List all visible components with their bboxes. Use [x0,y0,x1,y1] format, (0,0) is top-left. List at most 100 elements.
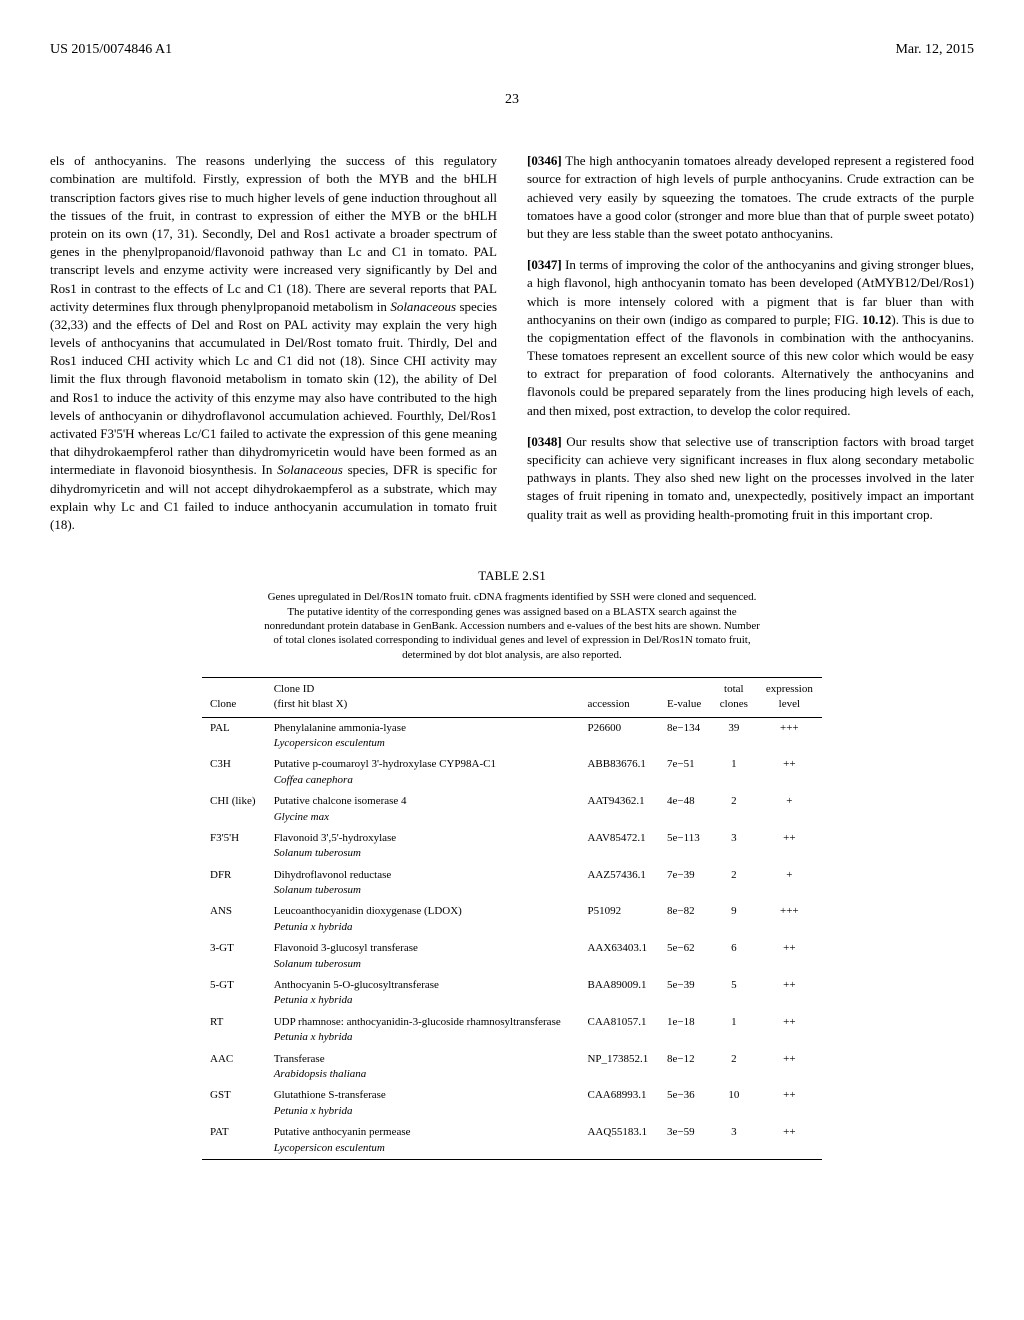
table-row: 5-GT Anthocyanin 5-O-glucosyltransferase… [202,975,822,1012]
col-expression: expressionlevel [757,677,822,717]
cell-clone: AAC [202,1049,266,1086]
cell-evalue: 1e−18 [659,1012,711,1049]
cell-total: 1 [711,754,757,791]
cell-expression: ++ [757,1122,822,1159]
col-clone: Clone [202,677,266,717]
cell-id: Anthocyanin 5-O-glucosyltransferasePetun… [266,975,580,1012]
column-right: [0346] The high anthocyanin tomatoes alr… [527,139,974,547]
table-row: AAC TransferaseArabidopsis thaliana NP_1… [202,1049,822,1086]
col-clone-id: Clone ID(first hit blast X) [266,677,580,717]
cell-total: 3 [711,1122,757,1159]
cell-evalue: 7e−39 [659,865,711,902]
table-row: CHI (like) Putative chalcone isomerase 4… [202,791,822,828]
cell-id: TransferaseArabidopsis thaliana [266,1049,580,1086]
cell-id: Flavonoid 3-glucosyl transferaseSolanum … [266,938,580,975]
table-title: TABLE 2.S1 [50,567,974,585]
cell-evalue: 4e−48 [659,791,711,828]
cell-total: 2 [711,791,757,828]
cell-evalue: 8e−134 [659,717,711,754]
page-number: 23 [50,90,974,110]
cell-total: 39 [711,717,757,754]
cell-total: 1 [711,1012,757,1049]
cell-evalue: 8e−12 [659,1049,711,1086]
cell-clone: 5-GT [202,975,266,1012]
cell-total: 2 [711,865,757,902]
table-row: ANS Leucoanthocyanidin dioxygenase (LDOX… [202,901,822,938]
col-total: totalclones [711,677,757,717]
cell-clone: GST [202,1085,266,1122]
cell-total: 3 [711,828,757,865]
cell-clone: PAL [202,717,266,754]
cell-accession: CAA68993.1 [579,1085,659,1122]
cell-accession: P26600 [579,717,659,754]
col-evalue: E-value [659,677,711,717]
paragraph-0346: [0346] The high anthocyanin tomatoes alr… [527,152,974,243]
cell-expression: ++ [757,938,822,975]
cell-total: 2 [711,1049,757,1086]
column-left: els of anthocyanins. The reasons underly… [50,139,497,547]
cell-id: UDP rhamnose: anthocyanidin-3-glucoside … [266,1012,580,1049]
cell-id: Flavonoid 3',5'-hydroxylaseSolanum tuber… [266,828,580,865]
cell-evalue: 5e−36 [659,1085,711,1122]
table-row: C3H Putative p-coumaroyl 3'-hydroxylase … [202,754,822,791]
cell-expression: +++ [757,717,822,754]
cell-evalue: 5e−113 [659,828,711,865]
table-row: GST Glutathione S-transferasePetunia x h… [202,1085,822,1122]
cell-accession: AAX63403.1 [579,938,659,975]
cell-id: Putative anthocyanin permeaseLycopersico… [266,1122,580,1159]
cell-id: Glutathione S-transferasePetunia x hybri… [266,1085,580,1122]
cell-id: Dihydroflavonol reductaseSolanum tuberos… [266,865,580,902]
table-header-row: Clone Clone ID(first hit blast X) access… [202,677,822,717]
cell-accession: AAZ57436.1 [579,865,659,902]
cell-total: 9 [711,901,757,938]
cell-expression: + [757,865,822,902]
cell-evalue: 5e−39 [659,975,711,1012]
cell-expression: +++ [757,901,822,938]
table-row: PAT Putative anthocyanin permeaseLycoper… [202,1122,822,1159]
paragraph-anthocyanins: els of anthocyanins. The reasons underly… [50,152,497,534]
cell-accession: ABB83676.1 [579,754,659,791]
cell-expression: ++ [757,828,822,865]
cell-expression: + [757,791,822,828]
cell-accession: NP_173852.1 [579,1049,659,1086]
cell-id: Putative chalcone isomerase 4Glycine max [266,791,580,828]
cell-accession: P51092 [579,901,659,938]
cell-id: Putative p-coumaroyl 3'-hydroxylase CYP9… [266,754,580,791]
cell-clone: RT [202,1012,266,1049]
table-caption: Genes upregulated in Del/Ros1N tomato fr… [262,590,762,661]
cell-total: 10 [711,1085,757,1122]
paragraph-0348: [0348] Our results show that selective u… [527,433,974,524]
cell-evalue: 7e−51 [659,754,711,791]
cell-clone: PAT [202,1122,266,1159]
cell-accession: AAV85472.1 [579,828,659,865]
table-row: RT UDP rhamnose: anthocyanidin-3-glucosi… [202,1012,822,1049]
col-accession: accession [579,677,659,717]
cell-id: Leucoanthocyanidin dioxygenase (LDOX)Pet… [266,901,580,938]
cell-accession: BAA89009.1 [579,975,659,1012]
cell-evalue: 3e−59 [659,1122,711,1159]
cell-clone: DFR [202,865,266,902]
table-row: 3-GT Flavonoid 3-glucosyl transferaseSol… [202,938,822,975]
table-row: F3'5'H Flavonoid 3',5'-hydroxylaseSolanu… [202,828,822,865]
page-header: US 2015/0074846 A1 Mar. 12, 2015 [50,40,974,60]
cell-accession: AAQ55183.1 [579,1122,659,1159]
cell-clone: ANS [202,901,266,938]
cell-total: 5 [711,975,757,1012]
cell-expression: ++ [757,975,822,1012]
patent-number: US 2015/0074846 A1 [50,40,172,60]
cell-expression: ++ [757,1012,822,1049]
cell-id: Phenylalanine ammonia-lyaseLycopersicon … [266,717,580,754]
paragraph-0347: [0347] In terms of improving the color o… [527,256,974,420]
table-row: PAL Phenylalanine ammonia-lyaseLycopersi… [202,717,822,754]
cell-expression: ++ [757,1085,822,1122]
cell-evalue: 5e−62 [659,938,711,975]
cell-evalue: 8e−82 [659,901,711,938]
publication-date: Mar. 12, 2015 [895,40,974,60]
table-row: DFR Dihydroflavonol reductaseSolanum tub… [202,865,822,902]
cell-accession: AAT94362.1 [579,791,659,828]
cell-clone: CHI (like) [202,791,266,828]
body-columns: els of anthocyanins. The reasons underly… [50,139,974,547]
cell-clone: 3-GT [202,938,266,975]
cell-clone: F3'5'H [202,828,266,865]
cell-accession: CAA81057.1 [579,1012,659,1049]
